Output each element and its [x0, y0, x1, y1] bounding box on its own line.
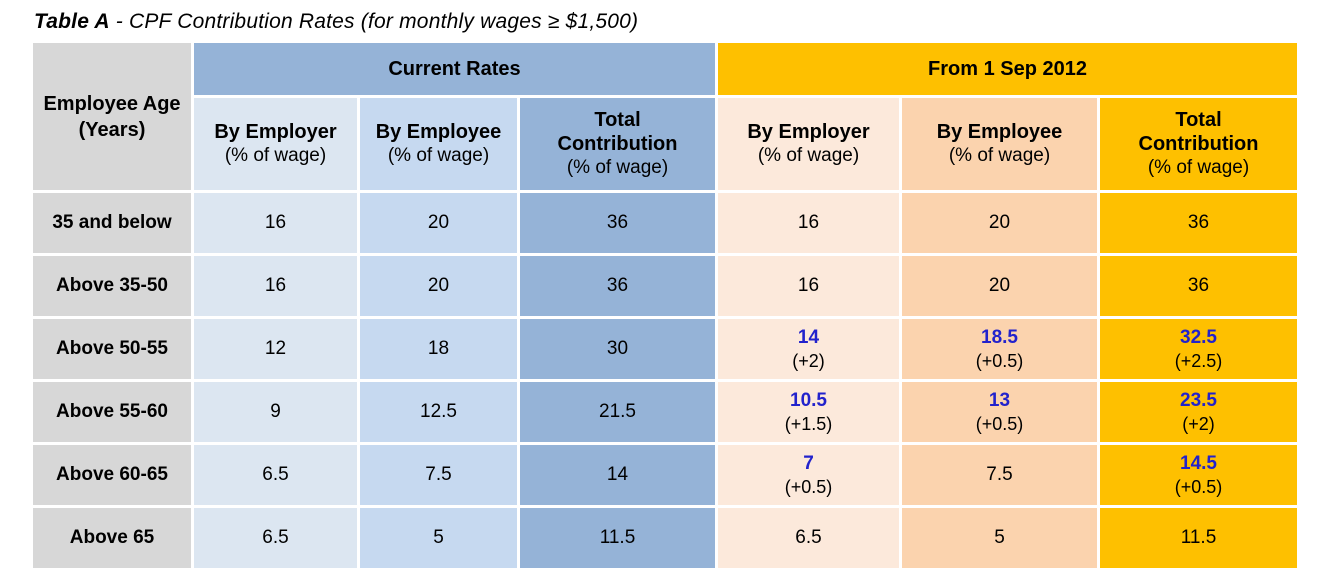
table-row: Above 55-60 9 12.5 21.5 10.5 (+1.5) 13 (+0… [33, 382, 1297, 442]
table-title-label: Table A [34, 10, 110, 33]
subheader-title: Total Contribution [557, 109, 678, 156]
age-cell: Above 35-50 [33, 256, 191, 316]
subheader-unit: (% of wage) [224, 145, 327, 167]
subheader-new-by-employer: By Employer (% of wage) [718, 98, 899, 190]
rate-cell-current-employee: 18 [360, 319, 517, 379]
rate-cell-current-employer: 9 [194, 382, 357, 442]
rate-cell-current-employee: 12.5 [360, 382, 517, 442]
rate-cell-new-total: 36 [1100, 256, 1297, 316]
subheader-title: By Employee [936, 121, 1063, 144]
rate-cell-current-employer: 16 [194, 193, 357, 253]
rate-cell-new-total: 14.5 (+0.5) [1100, 445, 1297, 505]
group-header-from-1-sep-2012: From 1 Sep 2012 [718, 43, 1297, 95]
subheader-current-by-employer: By Employer (% of wage) [194, 98, 357, 190]
subheader-current-total-contribution: Total Contribution (% of wage) [520, 98, 715, 190]
rate-cell-current-total: 11.5 [520, 508, 715, 568]
rate-cell-new-employer: 6.5 [718, 508, 899, 568]
rate-cell-current-employee: 20 [360, 193, 517, 253]
rate-cell-current-employer: 6.5 [194, 508, 357, 568]
subheader-new-by-employee: By Employee (% of wage) [902, 98, 1097, 190]
table-row: Above 35-50 16 20 36 16 20 36 [33, 256, 1297, 316]
cpf-rates-table: Employee Age (Years) Current Rates From … [30, 40, 1300, 571]
rate-cell-new-total: 32.5 (+2.5) [1100, 319, 1297, 379]
rate-cell-current-employee: 7.5 [360, 445, 517, 505]
rate-cell-current-employer: 12 [194, 319, 357, 379]
rate-cell-current-total: 21.5 [520, 382, 715, 442]
age-cell: Above 65 [33, 508, 191, 568]
subheader-title: By Employer [214, 121, 337, 144]
subheader-unit: (% of wage) [757, 145, 860, 167]
rate-cell-current-employee: 20 [360, 256, 517, 316]
table-title: Table A - CPF Contribution Rates (for mo… [34, 10, 1320, 34]
rate-cell-current-total: 36 [520, 193, 715, 253]
rate-cell-new-total: 11.5 [1100, 508, 1297, 568]
rate-cell-current-total: 14 [520, 445, 715, 505]
rate-cell-new-total: 36 [1100, 193, 1297, 253]
rate-cell-new-employer: 14 (+2) [718, 319, 899, 379]
rate-cell-current-total: 30 [520, 319, 715, 379]
subheader-row: By Employer (% of wage) By Employee (% o… [33, 98, 1297, 190]
rate-cell-new-employer: 16 [718, 256, 899, 316]
subheader-unit: (% of wage) [948, 145, 1051, 167]
subheader-unit: (% of wage) [1147, 157, 1250, 179]
subheader-unit: (% of wage) [566, 157, 669, 179]
subheader-title: Total Contribution [1138, 109, 1259, 156]
subheader-unit: (% of wage) [387, 145, 490, 167]
rate-cell-new-employee: 20 [902, 256, 1097, 316]
rate-cell-current-employer: 6.5 [194, 445, 357, 505]
rate-cell-new-total: 23.5 (+2) [1100, 382, 1297, 442]
rate-cell-new-employee: 5 [902, 508, 1097, 568]
table-row: 35 and below 16 20 36 16 20 36 [33, 193, 1297, 253]
table-row: Above 60-65 6.5 7.5 14 7 (+0.5) 7.5 14.5(… [33, 445, 1297, 505]
table-row: Above 50-55 12 18 30 14 (+2) 18.5 (+0.5) 3… [33, 319, 1297, 379]
subheader-new-total-contribution: Total Contribution (% of wage) [1100, 98, 1297, 190]
corner-header-employee-age: Employee Age (Years) [33, 43, 191, 190]
rate-cell-current-employer: 16 [194, 256, 357, 316]
subheader-current-by-employee: By Employee (% of wage) [360, 98, 517, 190]
table-title-text: - CPF Contribution Rates (for monthly wa… [109, 10, 639, 33]
rate-cell-new-employer: 7 (+0.5) [718, 445, 899, 505]
rate-cell-new-employee: 13 (+0.5) [902, 382, 1097, 442]
age-cell: Above 50-55 [33, 319, 191, 379]
rate-cell-new-employee: 20 [902, 193, 1097, 253]
group-header-current-rates: Current Rates [194, 43, 715, 95]
subheader-title: By Employee [375, 121, 502, 144]
rate-cell-current-employee: 5 [360, 508, 517, 568]
age-cell: Above 60-65 [33, 445, 191, 505]
rate-cell-new-employer: 16 [718, 193, 899, 253]
rate-cell-new-employer: 10.5 (+1.5) [718, 382, 899, 442]
rate-cell-new-employee: 18.5 (+0.5) [902, 319, 1097, 379]
rate-cell-current-total: 36 [520, 256, 715, 316]
age-cell: 35 and below [33, 193, 191, 253]
group-header-row: Employee Age (Years) Current Rates From … [33, 43, 1297, 190]
rate-cell-new-employee: 7.5 [902, 445, 1097, 505]
subheader-title: By Employer [747, 121, 870, 144]
age-cell: Above 55-60 [33, 382, 191, 442]
table-row: Above 65 6.5 5 11.5 6.5 5 11.5 [33, 508, 1297, 568]
